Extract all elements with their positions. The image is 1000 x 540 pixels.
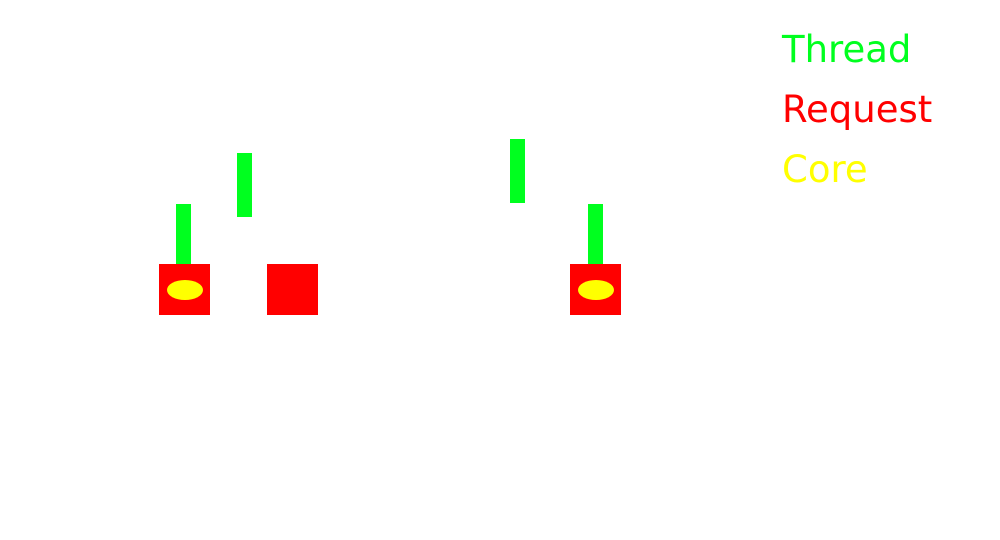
core-ellipse-left <box>167 280 203 300</box>
legend-thread-label: Thread <box>782 28 912 71</box>
thread-bar-left-low <box>176 204 191 268</box>
legend-core-label: Core <box>782 148 868 191</box>
thread-bar-right-high <box>510 139 525 203</box>
request-block-left-idle <box>267 264 318 315</box>
thread-bar-left-high <box>237 153 252 217</box>
core-ellipse-right <box>578 280 614 300</box>
thread-bar-right-low <box>588 204 603 268</box>
legend-request-label: Request <box>782 88 933 131</box>
